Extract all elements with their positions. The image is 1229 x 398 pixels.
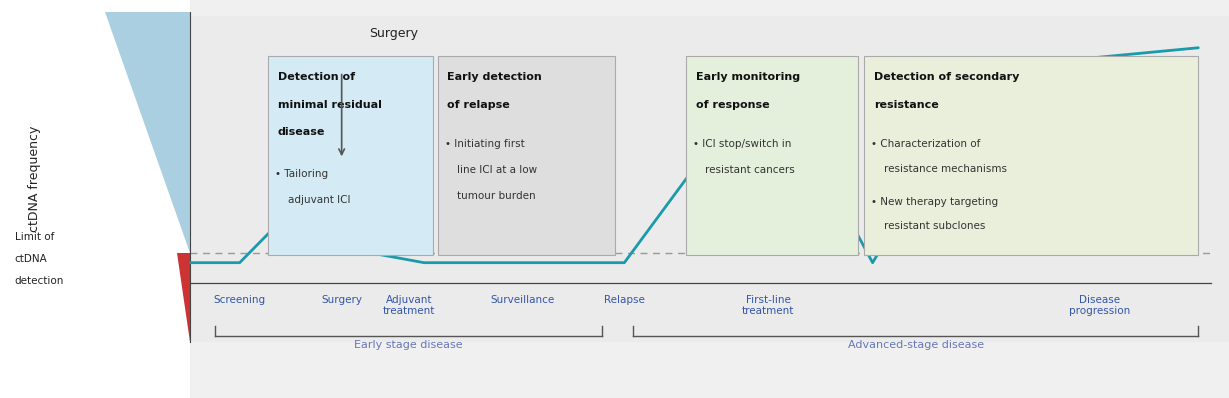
Text: ctDNA frequency: ctDNA frequency <box>28 126 41 232</box>
Polygon shape <box>104 12 190 253</box>
Text: disease: disease <box>278 127 326 137</box>
Text: • Initiating first: • Initiating first <box>445 139 525 149</box>
Text: adjuvant ICI: adjuvant ICI <box>288 195 350 205</box>
Text: Screening: Screening <box>214 295 265 304</box>
Text: Surgery: Surgery <box>321 295 363 304</box>
Text: of relapse: of relapse <box>447 100 510 109</box>
Text: of response: of response <box>696 100 769 109</box>
Text: Early detection: Early detection <box>447 72 542 82</box>
Bar <box>686 56 858 255</box>
Text: resistant subclones: resistant subclones <box>884 221 984 231</box>
Bar <box>190 16 1229 342</box>
Polygon shape <box>177 253 190 342</box>
Text: resistant cancers: resistant cancers <box>705 165 795 175</box>
Text: Limit of: Limit of <box>15 232 54 242</box>
Text: Advanced-stage disease: Advanced-stage disease <box>848 340 983 350</box>
Text: Surgery: Surgery <box>369 27 418 40</box>
Text: resistance: resistance <box>874 100 939 109</box>
Text: Early monitoring: Early monitoring <box>696 72 800 82</box>
Text: resistance mechanisms: resistance mechanisms <box>884 164 1007 174</box>
Text: detection: detection <box>15 275 64 286</box>
Text: • ICI stop/switch in: • ICI stop/switch in <box>693 139 791 149</box>
Text: line ICI at a low: line ICI at a low <box>457 165 537 175</box>
Bar <box>0 0 190 398</box>
Text: tumour burden: tumour burden <box>457 191 536 201</box>
Bar <box>864 56 1198 255</box>
Text: Relapse: Relapse <box>603 295 645 304</box>
Bar <box>438 56 614 255</box>
Text: First-line
treatment: First-line treatment <box>742 295 794 316</box>
Text: Early stage disease: Early stage disease <box>354 340 463 350</box>
Text: • New therapy targeting: • New therapy targeting <box>871 197 998 207</box>
Text: Detection of secondary: Detection of secondary <box>874 72 1019 82</box>
Text: minimal residual: minimal residual <box>278 100 382 109</box>
Text: • Characterization of: • Characterization of <box>871 139 981 149</box>
Text: Adjuvant
treatment: Adjuvant treatment <box>383 295 435 316</box>
Bar <box>268 56 433 255</box>
Text: Surveillance: Surveillance <box>490 295 554 304</box>
Text: Disease
progression: Disease progression <box>1069 295 1131 316</box>
Text: • Tailoring: • Tailoring <box>275 169 328 179</box>
Text: Detection of: Detection of <box>278 72 355 82</box>
Text: ctDNA: ctDNA <box>15 254 48 264</box>
